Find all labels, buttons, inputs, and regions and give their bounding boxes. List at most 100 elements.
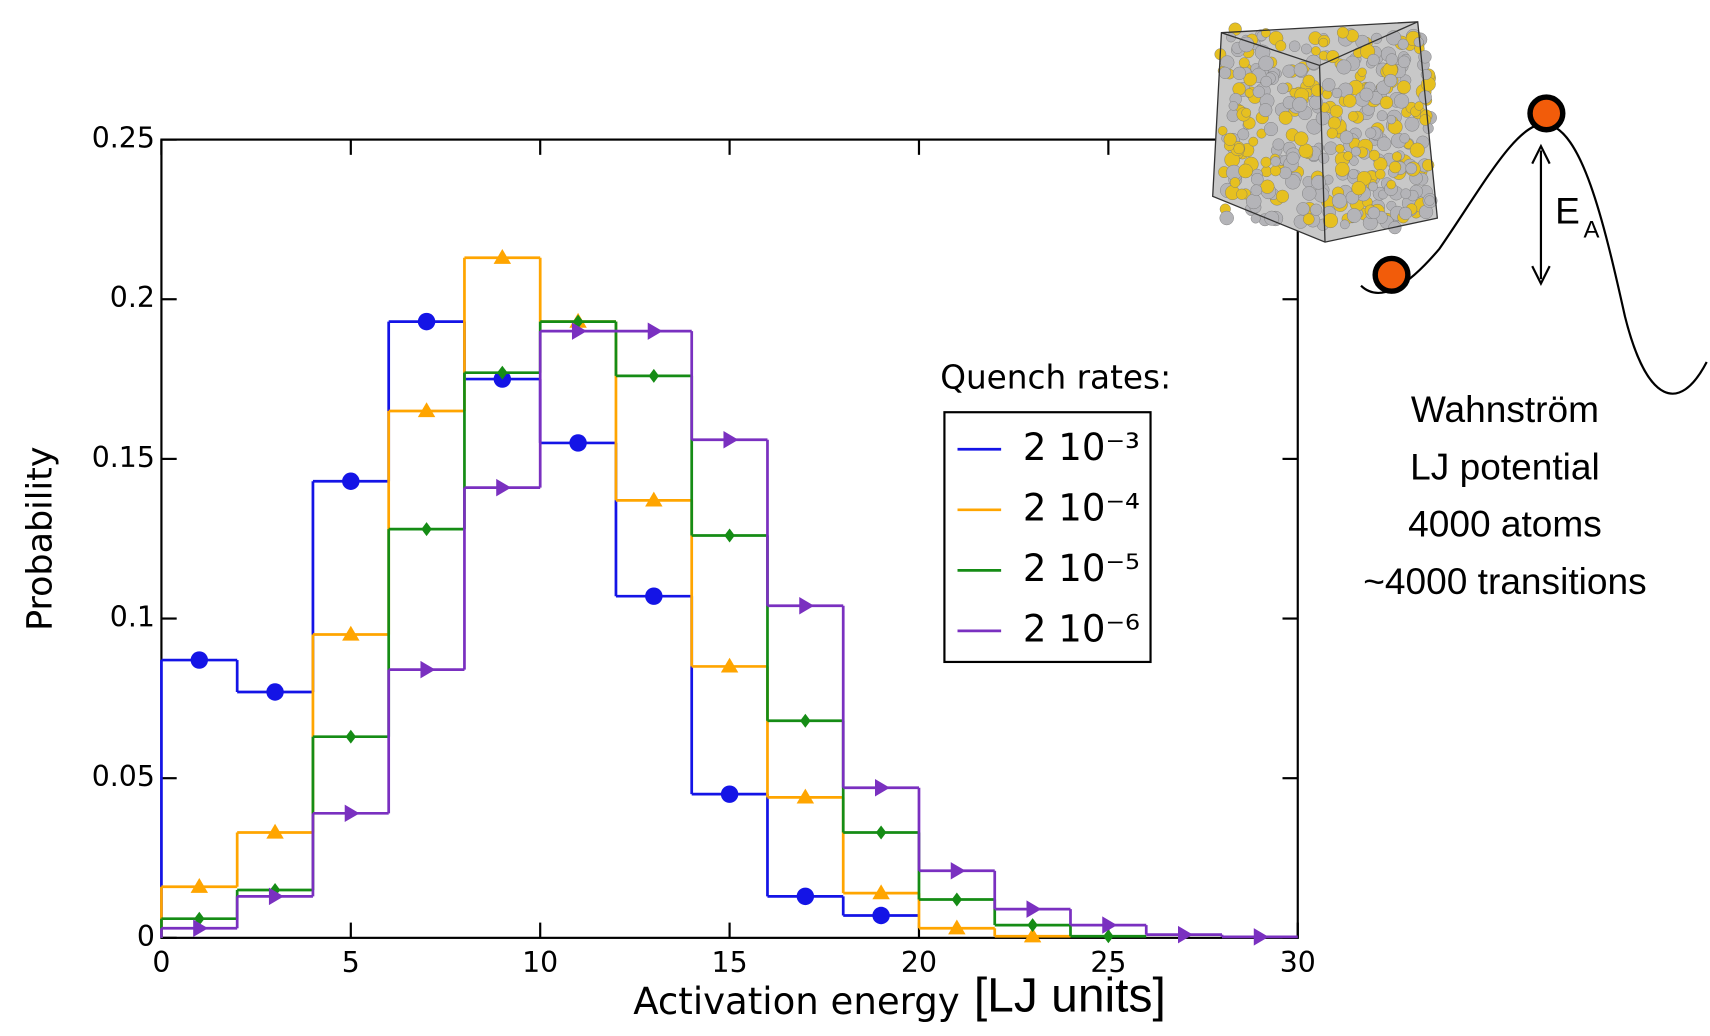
marker bbox=[417, 402, 436, 418]
cube-atom bbox=[1400, 188, 1412, 199]
cube-atom bbox=[1340, 219, 1350, 230]
marker bbox=[720, 785, 739, 803]
cube-atom bbox=[1419, 114, 1432, 126]
note: Wahnström bbox=[1411, 388, 1599, 430]
marker bbox=[720, 657, 739, 673]
cube-atom bbox=[1343, 94, 1357, 108]
cube-atom bbox=[1298, 143, 1314, 159]
marker bbox=[417, 312, 436, 331]
cube-atom bbox=[1322, 78, 1336, 92]
marker bbox=[874, 779, 890, 797]
cube-atom bbox=[1405, 162, 1418, 175]
marker bbox=[875, 825, 887, 840]
cube-atom bbox=[1285, 174, 1301, 190]
cube-atom bbox=[1232, 66, 1247, 81]
cube-atom bbox=[1246, 193, 1262, 210]
marker bbox=[724, 528, 735, 543]
cube-atom bbox=[1336, 59, 1352, 75]
cube-atom bbox=[1258, 55, 1274, 72]
marker bbox=[569, 434, 587, 452]
cube-atom bbox=[1311, 175, 1326, 190]
cube-atom bbox=[1282, 64, 1296, 78]
cube-atom bbox=[1386, 179, 1396, 190]
cube-atom bbox=[1270, 165, 1282, 177]
marker bbox=[950, 862, 966, 880]
legend-label: 2 10⁻⁴ bbox=[1023, 486, 1140, 529]
marker bbox=[796, 788, 815, 804]
note: LJ potential bbox=[1410, 445, 1600, 487]
x-tick-label: 10 bbox=[522, 946, 558, 979]
marker bbox=[951, 892, 963, 907]
x-tick-label: 15 bbox=[712, 946, 748, 979]
marker bbox=[1103, 929, 1114, 944]
cube-atom bbox=[1394, 93, 1410, 109]
cube-atom bbox=[1243, 72, 1257, 87]
cube-atom bbox=[1346, 208, 1362, 223]
cube-atom bbox=[1228, 101, 1239, 111]
energy-subscript: A bbox=[1583, 217, 1599, 244]
cube-atom bbox=[1277, 82, 1289, 95]
marker bbox=[268, 887, 284, 906]
cube-atom bbox=[1310, 203, 1323, 216]
cube-atom bbox=[1357, 67, 1367, 77]
cube-atom bbox=[1244, 88, 1255, 98]
marker bbox=[190, 651, 209, 669]
cube-atom bbox=[1335, 144, 1345, 154]
cube-atom bbox=[1368, 181, 1378, 192]
cube-atom bbox=[1367, 53, 1380, 67]
x-axis-units: [LJ units] bbox=[974, 970, 1166, 1023]
cube-atom bbox=[1389, 161, 1402, 174]
cube-atom bbox=[1275, 189, 1289, 203]
cube-atom bbox=[1217, 126, 1228, 136]
atom-cube bbox=[1212, 21, 1439, 243]
marker bbox=[645, 587, 663, 605]
marker bbox=[1102, 916, 1118, 934]
cube-atom bbox=[1237, 128, 1250, 141]
cube-atom bbox=[1413, 37, 1424, 48]
marker bbox=[266, 683, 284, 701]
y-tick-label: 0.2 bbox=[110, 281, 155, 314]
cube-atom bbox=[1386, 114, 1396, 125]
cube-atom bbox=[1376, 136, 1392, 151]
cube-atom bbox=[1323, 213, 1339, 229]
marker bbox=[872, 884, 890, 900]
note: ~4000 transitions bbox=[1363, 560, 1646, 602]
cube-atom bbox=[1318, 152, 1330, 164]
cube-atom bbox=[1296, 202, 1310, 216]
cube-atom bbox=[1351, 180, 1366, 196]
marker bbox=[345, 729, 357, 744]
cube-atom bbox=[1318, 37, 1329, 48]
x-tick-label: 30 bbox=[1280, 946, 1316, 979]
cube-atom bbox=[1233, 143, 1245, 155]
note: 4000 atoms bbox=[1408, 503, 1602, 545]
marker bbox=[420, 660, 436, 679]
cube-atom bbox=[1238, 36, 1255, 53]
marker bbox=[1253, 928, 1269, 946]
y-tick-label: 0.05 bbox=[92, 760, 155, 793]
marker bbox=[723, 431, 739, 449]
cube-atom bbox=[1315, 111, 1330, 126]
cube-atom bbox=[1399, 133, 1410, 144]
cube-atom bbox=[1367, 206, 1381, 219]
marker bbox=[796, 887, 815, 906]
cube-atom bbox=[1258, 103, 1273, 117]
cube-atom bbox=[1238, 163, 1253, 179]
marker bbox=[496, 478, 512, 497]
cube-atom bbox=[1279, 166, 1292, 180]
cube-atom bbox=[1331, 87, 1343, 99]
notes: Wahnström LJ potential 4000 atoms ~4000 tra… bbox=[1363, 388, 1646, 602]
cube-atom bbox=[1376, 110, 1388, 122]
marker bbox=[799, 597, 815, 615]
cube-atom bbox=[1272, 138, 1285, 151]
cube-atom bbox=[1264, 122, 1279, 137]
marker bbox=[948, 919, 966, 935]
cube-atom bbox=[1409, 142, 1425, 158]
cube-atom bbox=[1397, 38, 1409, 50]
cube-atom bbox=[1275, 40, 1287, 52]
cube-atom bbox=[1278, 110, 1293, 125]
cube-atom bbox=[1293, 62, 1308, 77]
cube-atom bbox=[1375, 169, 1386, 180]
marker bbox=[1026, 900, 1042, 918]
cube-atom bbox=[1229, 177, 1241, 188]
cube-atom bbox=[1238, 57, 1250, 69]
